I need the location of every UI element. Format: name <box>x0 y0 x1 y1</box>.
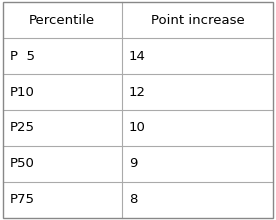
Text: P50: P50 <box>10 157 34 170</box>
Text: P25: P25 <box>10 121 35 134</box>
Text: P  5: P 5 <box>10 50 35 63</box>
Text: P10: P10 <box>10 86 34 99</box>
Text: 10: 10 <box>129 121 145 134</box>
Text: 9: 9 <box>129 157 137 170</box>
Text: Point increase: Point increase <box>151 14 244 27</box>
Text: P75: P75 <box>10 193 35 206</box>
Text: 8: 8 <box>129 193 137 206</box>
Text: 14: 14 <box>129 50 145 63</box>
Text: 12: 12 <box>129 86 146 99</box>
Text: Percentile: Percentile <box>29 14 95 27</box>
